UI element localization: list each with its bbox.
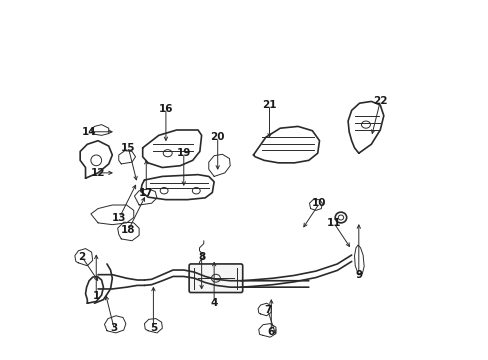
Text: 4: 4 xyxy=(210,298,217,308)
Text: 15: 15 xyxy=(121,143,135,153)
Text: 2: 2 xyxy=(78,252,85,262)
Text: 22: 22 xyxy=(372,96,386,107)
Text: 5: 5 xyxy=(149,323,157,333)
Text: 19: 19 xyxy=(176,148,191,158)
Text: 10: 10 xyxy=(312,198,326,208)
Text: 1: 1 xyxy=(92,291,100,301)
Text: 6: 6 xyxy=(267,327,274,337)
Text: 8: 8 xyxy=(198,252,205,262)
Text: 21: 21 xyxy=(262,100,276,110)
Text: 11: 11 xyxy=(326,218,340,228)
Text: 12: 12 xyxy=(91,168,105,178)
Text: 16: 16 xyxy=(158,104,173,113)
Text: 17: 17 xyxy=(139,188,153,198)
Text: 3: 3 xyxy=(110,323,118,333)
Text: 14: 14 xyxy=(81,127,96,137)
Text: 9: 9 xyxy=(354,270,362,280)
Text: 20: 20 xyxy=(210,132,224,142)
Text: 18: 18 xyxy=(121,225,135,235)
Text: 13: 13 xyxy=(112,212,126,222)
Text: 7: 7 xyxy=(264,305,271,315)
FancyBboxPatch shape xyxy=(189,264,242,293)
